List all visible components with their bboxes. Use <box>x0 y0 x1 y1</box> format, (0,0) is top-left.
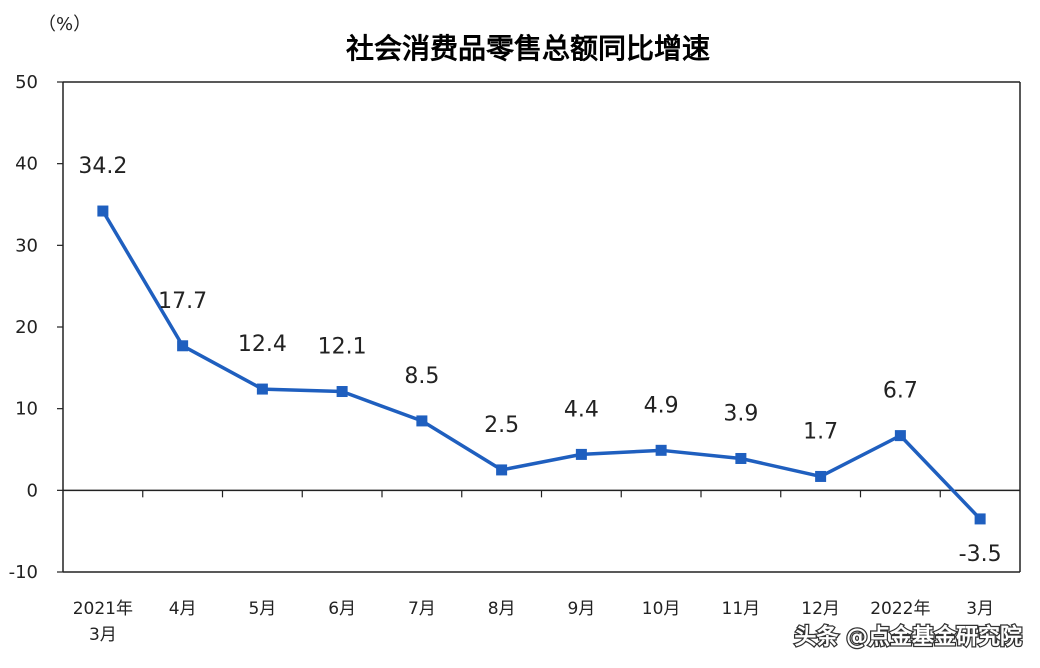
x-tick-label: 2022年 <box>870 599 930 619</box>
x-tick-label: 3月 <box>89 625 117 645</box>
x-tick-label: 4月 <box>169 599 197 619</box>
data-point <box>97 205 109 217</box>
data-point <box>177 340 189 352</box>
x-tick-label: 6月 <box>328 599 356 619</box>
data-label: 2.5 <box>484 413 519 438</box>
data-labels: 34.2 17.7 12.4 12.1 8.5 2.5 4.4 4.9 3.9 1.7 6.7 -3.… <box>78 154 1001 567</box>
data-point <box>575 448 587 460</box>
y-tick-label: -10 <box>9 562 38 583</box>
x-tick-label: 8月 <box>488 599 516 619</box>
data-label: 3.9 <box>723 401 758 426</box>
data-points <box>97 205 986 525</box>
y-tick-label: 10 <box>15 399 38 420</box>
data-label: 17.7 <box>158 289 207 314</box>
y-tick-label: 30 <box>15 235 38 256</box>
series-polyline <box>101 210 982 521</box>
axes <box>62 81 1021 573</box>
data-point <box>894 430 906 442</box>
y-tick-label: 0 <box>27 480 38 501</box>
data-label: 34.2 <box>78 154 127 179</box>
x-tick-label: 3月 <box>966 599 994 619</box>
data-point <box>496 464 508 476</box>
x-tick-label: 7月 <box>408 599 436 619</box>
x-tick-label: 5月 <box>248 599 276 619</box>
data-point <box>735 452 747 464</box>
x-tick-labels: 2021年 3月 4月 5月 6月 7月 8月 9月 10月 11月 12月 2022年 3月 <box>73 599 994 645</box>
data-point <box>256 383 268 395</box>
y-unit-label: （%） <box>38 14 91 35</box>
data-label: 6.7 <box>883 379 918 404</box>
x-tick-label: 9月 <box>567 599 595 619</box>
data-label: -3.5 <box>959 542 1002 567</box>
data-point <box>974 513 986 525</box>
x-tick-label: 12月 <box>801 599 840 619</box>
y-tick-label: 20 <box>15 317 38 338</box>
data-point <box>815 470 827 482</box>
data-label: 4.9 <box>644 393 679 418</box>
data-label: 1.7 <box>803 419 838 444</box>
y-tick-label: 50 <box>15 72 38 93</box>
y-tick-labels: 50 40 30 20 10 0 -10 <box>9 72 63 583</box>
data-label: 4.4 <box>564 397 599 422</box>
x-tick-label: 10月 <box>642 599 681 619</box>
data-point <box>336 386 348 398</box>
data-point <box>655 444 667 456</box>
data-label: 12.1 <box>318 335 367 360</box>
series-line <box>101 210 982 521</box>
x-tick-label: 11月 <box>722 599 761 619</box>
data-label: 8.5 <box>404 364 439 389</box>
x-tick-label: 2021年 <box>73 599 133 619</box>
chart-title: 社会消费品零售总额同比增速 <box>346 32 710 65</box>
data-point <box>416 415 428 427</box>
y-tick-label: 40 <box>15 154 38 175</box>
data-label: 12.4 <box>238 332 287 357</box>
watermark: 头条 @点金基金研究院 <box>794 624 1022 650</box>
